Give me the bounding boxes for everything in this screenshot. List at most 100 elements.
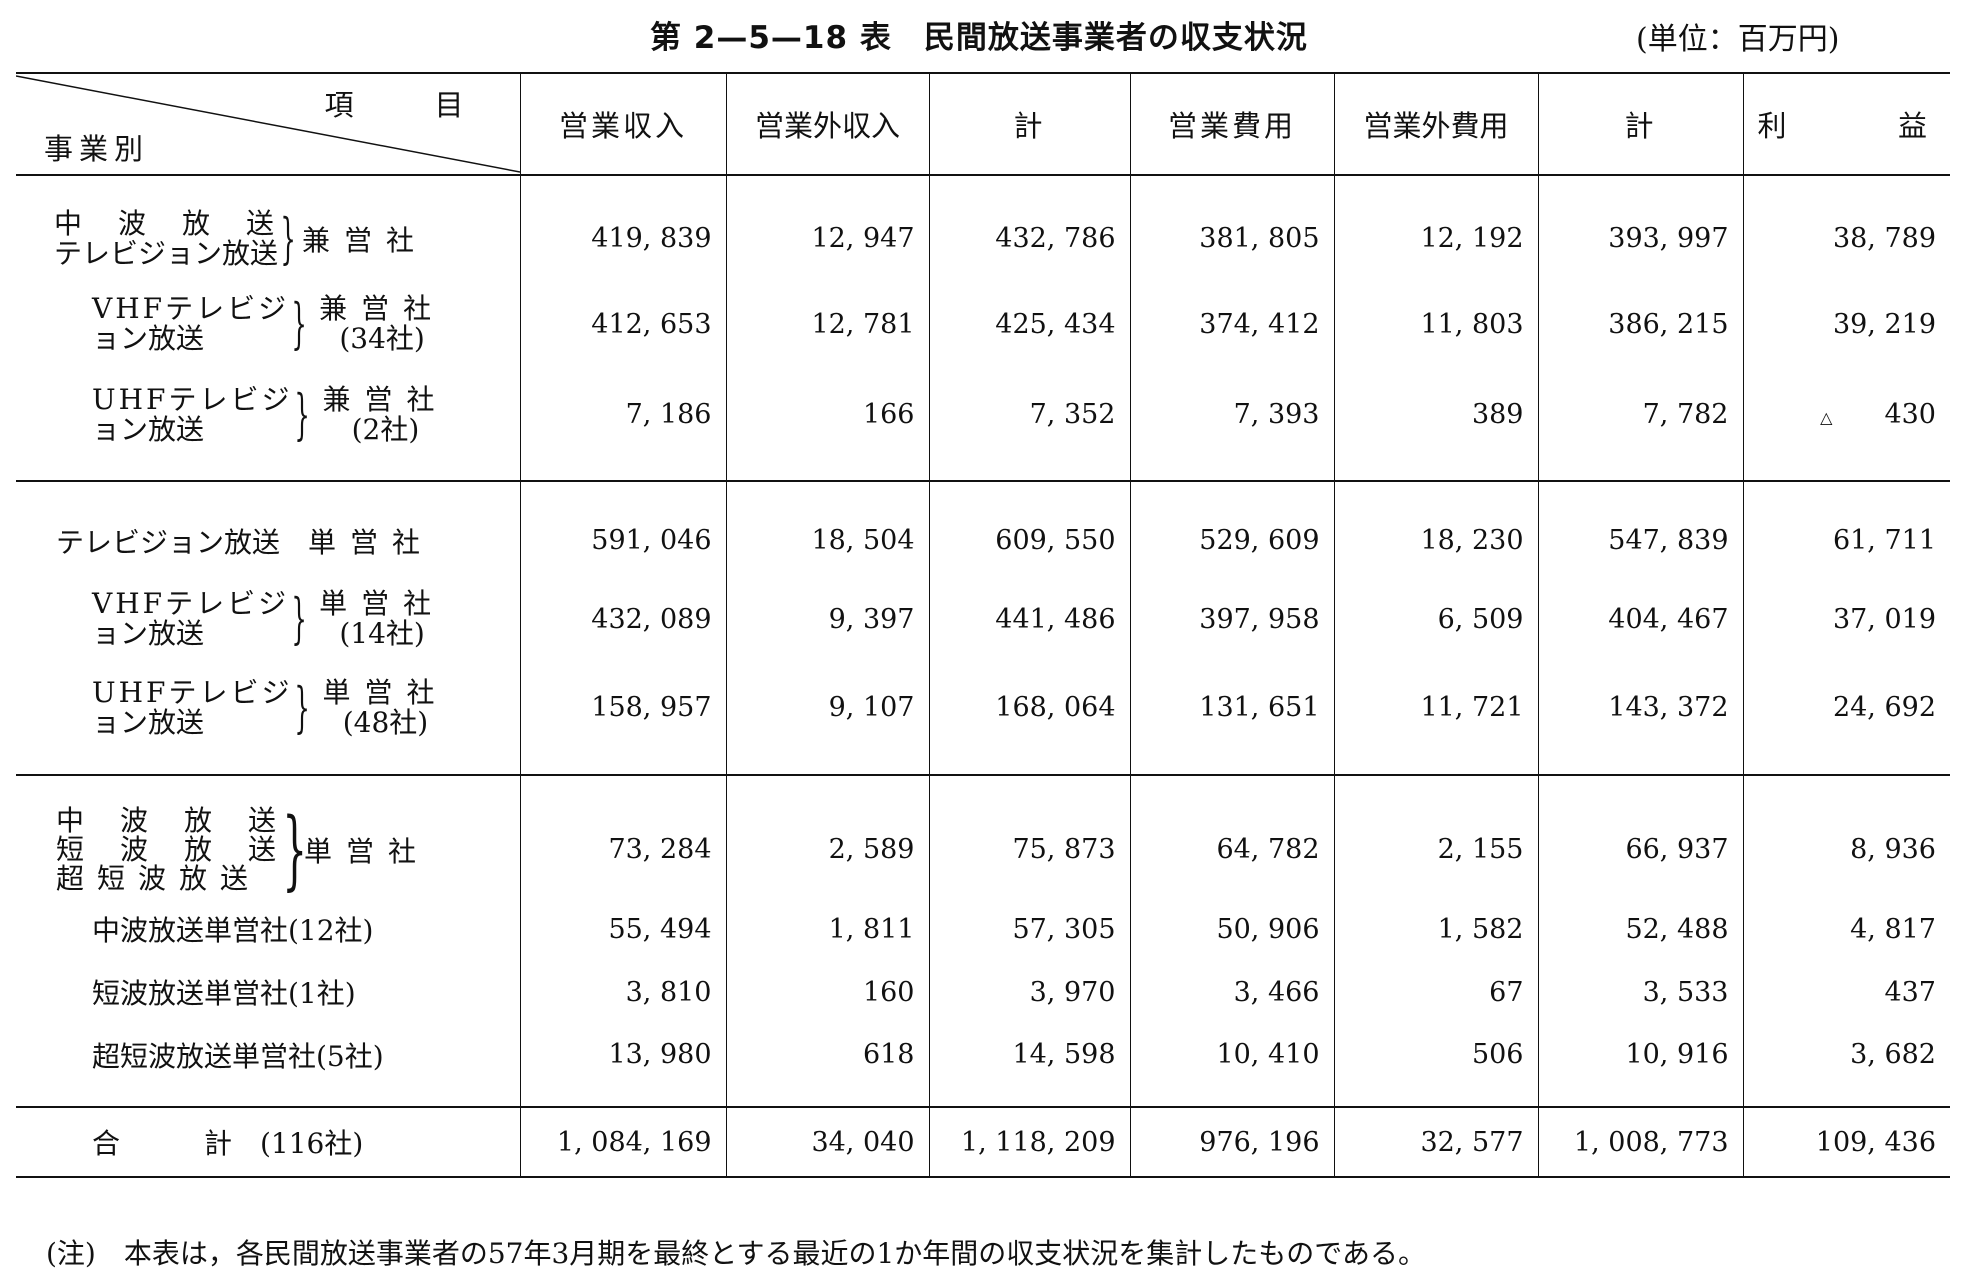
row-type: 単営社	[319, 587, 446, 620]
table-row: VHFテレビジ ョン放送 } 単営社 (14社) 432, 089 9, 397…	[16, 575, 1950, 663]
income-table: 項 目 事業別 営業収入 営業外収入 計 営業費用 営業外費用 計 利 益	[16, 72, 1950, 1178]
brace-icon: }	[294, 675, 311, 739]
cell-value: 4, 817	[1742, 899, 1950, 959]
cell-value: 7, 393	[1129, 371, 1334, 482]
brace-icon: }	[291, 587, 307, 650]
cell-value: 432, 089	[519, 575, 726, 663]
cell-value: 3, 810	[519, 959, 726, 1025]
row-label: UHFテレビジ ョン放送 } 単営社 (48社)	[16, 663, 520, 776]
cell-value: 609, 550	[928, 481, 1130, 575]
cell-value: 34, 040	[725, 1107, 929, 1178]
header-row: 項 目 事業別 営業収入 営業外収入 計 営業費用 営業外費用 計 利 益	[16, 72, 1950, 176]
row-type: 単営社	[322, 675, 449, 709]
cell-value: 591, 046	[519, 481, 726, 575]
cell-value: 37, 019	[1742, 575, 1950, 663]
row-type: 単営社	[308, 525, 435, 559]
cell-value: 3, 533	[1537, 959, 1743, 1025]
cell-value: 160	[725, 959, 929, 1025]
row-label-line: VHFテレビジ	[92, 587, 290, 620]
row-type: 兼営社	[322, 382, 449, 416]
cell-value: 432, 786	[928, 175, 1130, 277]
table-row: VHFテレビジ ョン放送 } 兼営社 (34社) 412, 653 12, 78…	[16, 277, 1950, 371]
cell-value: 381, 805	[1129, 175, 1334, 277]
cell-value: 143, 372	[1537, 663, 1743, 776]
row-label: 合 計 (116社)	[16, 1107, 520, 1178]
cell-value: 50, 906	[1129, 899, 1334, 959]
cell-value: 397, 958	[1129, 575, 1334, 663]
cell-value: 7, 186	[519, 371, 726, 482]
cell-value-text: 430	[1884, 399, 1936, 430]
cell-value: 66, 937	[1537, 775, 1743, 899]
profit-label-left: 利	[1757, 109, 1790, 143]
cell-value: 425, 434	[928, 277, 1130, 371]
cell-value: 618	[725, 1025, 929, 1108]
cell-value: 158, 957	[519, 663, 726, 776]
row-label: 中 波 放 送 短 波 放 送 超短波放送 } 単営社	[16, 775, 520, 899]
cell-value: 441, 486	[928, 575, 1130, 663]
row-label-line: 短 波 放 送	[56, 833, 281, 866]
header-item-label: 項 目	[324, 88, 490, 122]
table-title: 第 2—5—18 表 民間放送事業者の収支状況	[650, 20, 1308, 56]
cell-value: 506	[1333, 1025, 1538, 1108]
row-type-count: (14社)	[339, 617, 425, 650]
brace-icon: }	[280, 206, 296, 270]
cell-value: 374, 412	[1129, 277, 1334, 371]
cell-value: 75, 873	[928, 775, 1130, 899]
row-label: UHFテレビジ ョン放送 } 兼営社 (2社)	[16, 371, 520, 482]
table-row: UHFテレビジ ョン放送 } 単営社 (48社) 158, 957 9, 107…	[16, 663, 1950, 776]
table-row: 中波放送単営社(12社) 55, 494 1, 811 57, 305 50, …	[16, 899, 1950, 959]
brace-icon: }	[291, 292, 307, 355]
col-header-operating-revenue: 営業収入	[519, 72, 726, 176]
row-label-line: ョン放送	[92, 705, 205, 739]
cell-value: 12, 192	[1333, 175, 1538, 277]
cell-value: 12, 947	[725, 175, 929, 277]
col-header-operating-expense: 営業費用	[1129, 72, 1334, 176]
row-label-line: 短波放送単営社(1社)	[92, 977, 356, 1010]
cell-value: 386, 215	[1537, 277, 1743, 371]
table-row: 中 波 放 送 短 波 放 送 超短波放送 } 単営社 73, 284 2, 5…	[16, 775, 1950, 899]
row-label-line: UHFテレビジ	[92, 382, 293, 416]
row-label-line: 中 波 放 送	[56, 804, 281, 837]
cell-value: 389	[1333, 371, 1538, 482]
cell-value: 24, 692	[1742, 663, 1950, 776]
cell-value: 13, 980	[519, 1025, 726, 1108]
cell-value: 39, 219	[1742, 277, 1950, 371]
row-label-line: VHFテレビジ	[92, 292, 290, 325]
row-label-line: テレビジョン放送	[56, 525, 281, 559]
cell-value: △ 430	[1742, 371, 1950, 482]
cell-value: 1, 582	[1333, 899, 1538, 959]
cell-value: 529, 609	[1129, 481, 1334, 575]
total-label: 合 計 (116社)	[92, 1127, 364, 1160]
cell-value: 109, 436	[1742, 1107, 1950, 1178]
cell-value: 18, 230	[1333, 481, 1538, 575]
cell-value: 57, 305	[928, 899, 1130, 959]
row-label: 短波放送単営社(1社)	[16, 959, 520, 1025]
brace-icon: }	[294, 382, 311, 446]
header-category-label: 事業別	[44, 132, 150, 166]
row-label-line: テレビジョン放送	[54, 236, 279, 270]
col-header-non-operating-expense: 営業外費用	[1333, 72, 1538, 176]
row-label-line: 超短波放送単営社(5社)	[92, 1039, 384, 1073]
row-label: 超短波放送単営社(5社)	[16, 1025, 520, 1108]
header-corner-cell: 項 目 事業別	[16, 72, 520, 176]
col-header-expense-total: 計	[1537, 72, 1743, 176]
row-label: VHFテレビジ ョン放送 } 単営社 (14社)	[16, 575, 520, 663]
footnote: (注) 本表は，各民間放送事業者の57年3月期を最終とする最近の1か年間の収支状…	[46, 1237, 1426, 1270]
negative-mark: △	[1820, 408, 1833, 427]
diagonal-line	[16, 75, 520, 173]
cell-value: 55, 494	[519, 899, 726, 959]
cell-value: 131, 651	[1129, 663, 1334, 776]
cell-value: 14, 598	[928, 1025, 1130, 1108]
row-label-line: UHFテレビジ	[92, 675, 293, 709]
row-type: 兼営社	[302, 223, 429, 257]
row-label-line: ョン放送	[92, 322, 205, 355]
cell-value: 10, 916	[1537, 1025, 1743, 1108]
cell-value: 2, 589	[725, 775, 929, 899]
row-type: 兼営社	[319, 292, 446, 325]
cell-value: 547, 839	[1537, 481, 1743, 575]
row-type-count: (34社)	[339, 322, 425, 355]
cell-value: 166	[725, 371, 929, 482]
cell-value: 419, 839	[519, 175, 726, 277]
row-label: 中波放送単営社(12社)	[16, 899, 520, 959]
cell-value: 2, 155	[1333, 775, 1538, 899]
